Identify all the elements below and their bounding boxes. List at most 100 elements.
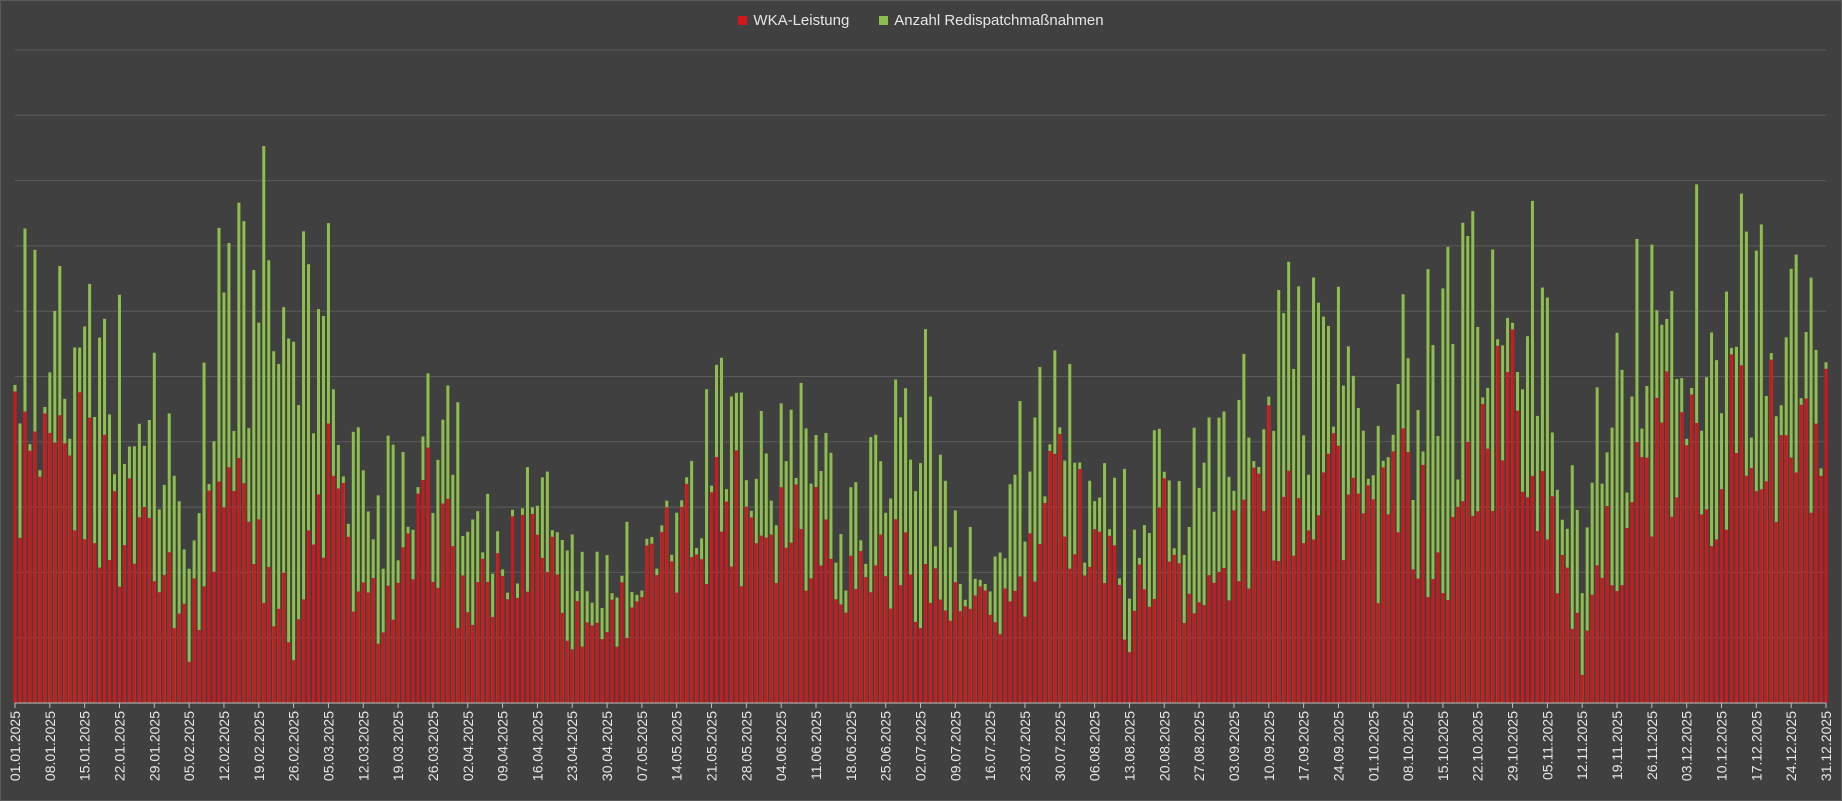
x-tick-label: 07.05.2025 xyxy=(634,711,650,781)
bar-wka-leistung xyxy=(1540,471,1544,703)
bar-wka-leistung xyxy=(894,519,898,703)
bar-wka-leistung xyxy=(1371,499,1375,703)
bar-redispatch xyxy=(1033,417,1037,703)
bar-wka-leistung xyxy=(655,575,659,703)
bar-wka-leistung xyxy=(137,517,141,703)
x-tick-label: 10.09.2025 xyxy=(1261,711,1277,781)
bar-redispatch xyxy=(1650,244,1654,704)
bar-wka-leistung xyxy=(252,564,256,703)
bar-wka-leistung xyxy=(700,559,704,703)
bar-redispatch xyxy=(1068,364,1072,703)
bar-redispatch xyxy=(804,428,808,703)
bar-wka-leistung xyxy=(744,506,748,703)
bar-redispatch xyxy=(98,337,102,703)
bar-wka-leistung xyxy=(147,517,151,703)
bar-wka-leistung xyxy=(23,411,27,703)
bar-wka-leistung xyxy=(759,535,763,703)
bar-wka-leistung xyxy=(13,391,17,703)
bar-redispatch xyxy=(257,322,261,703)
bar-redispatch xyxy=(889,498,893,703)
bar-wka-leistung xyxy=(1744,475,1748,703)
bar-wka-leistung xyxy=(914,621,918,703)
bar-redispatch xyxy=(1595,387,1599,703)
bar-wka-leistung xyxy=(1764,481,1768,703)
bar-wka-leistung xyxy=(48,432,52,703)
bar-wka-leistung xyxy=(754,543,758,703)
bar-redispatch xyxy=(471,519,475,703)
bar-wka-leistung xyxy=(227,467,231,703)
bar-redispatch xyxy=(1461,222,1465,703)
bar-wka-leistung xyxy=(620,582,624,703)
bar-redispatch xyxy=(217,227,221,703)
x-tick-label: 08.01.2025 xyxy=(42,711,58,781)
bar-wka-leistung xyxy=(650,543,654,703)
x-tick-label: 01.10.2025 xyxy=(1365,711,1381,781)
bar-wka-leistung xyxy=(1008,601,1012,703)
bar-wka-leistung xyxy=(869,592,873,703)
bar-wka-leistung xyxy=(1640,457,1644,703)
bar-redispatch xyxy=(1610,427,1614,703)
bar-redispatch xyxy=(277,363,281,703)
bar-wka-leistung xyxy=(202,586,206,703)
x-axis: 01.01.2025 08.01.2025 15.01.2025 22.01.2025… xyxy=(7,702,1834,781)
x-tick-label: 03.12.2025 xyxy=(1679,711,1695,781)
bar-wka-leistung xyxy=(1003,588,1007,703)
bar-wka-leistung xyxy=(312,544,316,703)
bar-wka-leistung xyxy=(705,583,709,703)
bar-wka-leistung xyxy=(1759,489,1763,703)
bar-wka-leistung xyxy=(461,575,465,703)
bar-wka-leistung xyxy=(1491,510,1495,703)
bar-wka-leistung xyxy=(799,529,803,703)
x-tick-label: 04.06.2025 xyxy=(773,711,789,781)
bar-wka-leistung xyxy=(267,567,271,703)
bar-wka-leistung xyxy=(600,639,604,703)
bar-wka-leistung xyxy=(1660,422,1664,703)
bar-wka-leistung xyxy=(1625,527,1629,703)
bar-wka-leistung xyxy=(1411,569,1415,703)
x-tick-label: 16.07.2025 xyxy=(982,711,998,781)
bar-wka-leistung xyxy=(595,622,599,703)
bar-wka-leistung xyxy=(1247,588,1251,703)
chart-legend: WKA-Leistung Anzahl Redispatchmaßnahmen xyxy=(0,12,1842,29)
bar-redispatch xyxy=(1197,487,1201,703)
bar-wka-leistung xyxy=(436,587,440,703)
bar-wka-leistung xyxy=(366,592,370,703)
bar-wka-leistung xyxy=(1048,450,1052,703)
bar-redispatch xyxy=(525,467,529,703)
bar-wka-leistung xyxy=(242,483,246,703)
bar-wka-leistung xyxy=(1346,494,1350,703)
bar-wka-leistung xyxy=(928,602,932,703)
x-tick-label: 27.08.2025 xyxy=(1191,711,1207,781)
bar-wka-leistung xyxy=(1287,470,1291,703)
bar-wka-leistung xyxy=(1461,501,1465,703)
bar-redispatch xyxy=(1545,297,1549,703)
bar-wka-leistung xyxy=(625,637,629,703)
bar-wka-leistung xyxy=(167,552,171,703)
bar-redispatch xyxy=(1431,345,1435,703)
bar-wka-leistung xyxy=(864,577,868,703)
bar-redispatch xyxy=(1441,288,1445,703)
bar-wka-leistung xyxy=(1710,546,1714,703)
bar-redispatch xyxy=(117,294,121,703)
bar-wka-leistung xyxy=(1162,478,1166,703)
bar-wka-leistung xyxy=(132,563,136,703)
bar-redispatch xyxy=(1759,224,1763,704)
bar-wka-leistung xyxy=(645,545,649,703)
bar-redispatch xyxy=(1192,427,1196,703)
bar-wka-leistung xyxy=(899,585,903,703)
bar-wka-leistung xyxy=(307,530,311,703)
bar-wka-leistung xyxy=(635,601,639,703)
bar-redispatch xyxy=(1809,277,1813,703)
bar-wka-leistung xyxy=(1550,496,1554,703)
bar-wka-leistung xyxy=(456,628,460,703)
bar-wka-leistung xyxy=(1137,564,1141,703)
x-tick-label: 18.06.2025 xyxy=(843,711,859,781)
bar-wka-leistung xyxy=(1391,451,1395,703)
bar-redispatch xyxy=(287,338,291,703)
bar-wka-leistung xyxy=(466,612,470,703)
bar-redispatch xyxy=(1127,598,1131,703)
bar-wka-leistung xyxy=(356,591,360,703)
x-tick-label: 05.02.2025 xyxy=(181,711,197,781)
x-tick-label: 28.05.2025 xyxy=(738,711,754,781)
bar-wka-leistung xyxy=(520,514,524,703)
